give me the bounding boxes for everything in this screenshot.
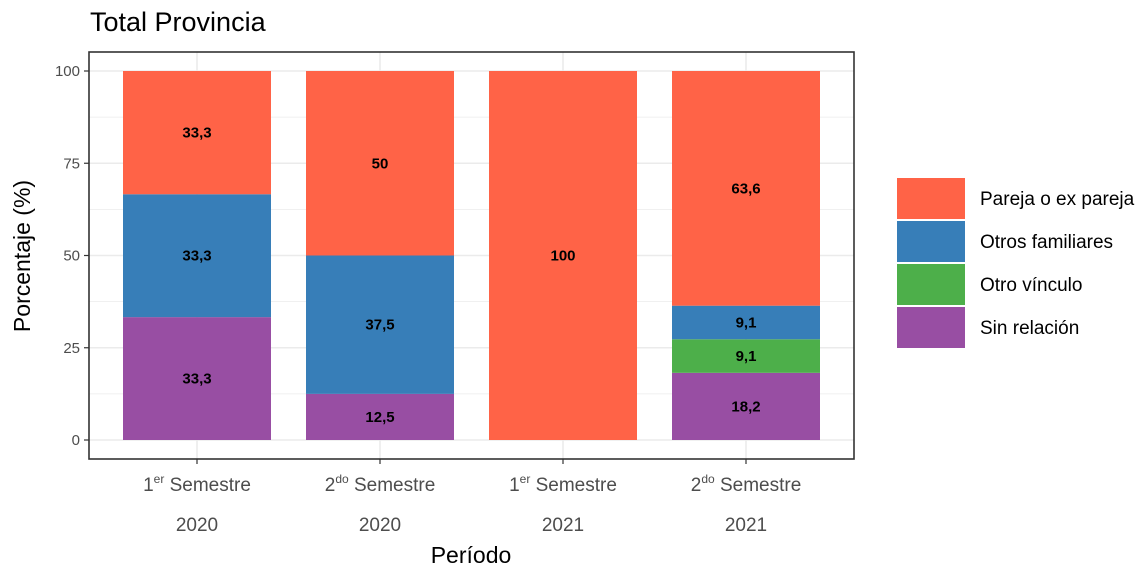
legend: Pareja o ex pareja Otros familiares Otro v… <box>897 178 1135 348</box>
legend-swatch <box>897 307 965 348</box>
legend-label: Otro vínculo <box>980 275 1082 296</box>
bar-value-label: 37,5 <box>365 317 394 334</box>
bar-value-label: 9,1 <box>736 348 757 365</box>
bar-segment <box>489 71 637 440</box>
x-tick-year-label: 2020 <box>359 515 401 536</box>
legend-label: Pareja o ex pareja <box>980 189 1135 210</box>
x-tick-label: 1er Semestre <box>143 472 251 496</box>
y-tick-label: 25 <box>63 340 80 357</box>
y-tick-label: 75 <box>63 155 80 172</box>
bar-segment <box>123 71 271 195</box>
legend-label: Otros familiares <box>980 232 1113 253</box>
x-tick-label: 2do Semestre <box>691 472 802 496</box>
bar-value-label: 33,3 <box>182 248 211 265</box>
bar-segment <box>672 339 820 373</box>
bar-segment <box>672 71 820 306</box>
bar-value-label: 33,3 <box>182 125 211 142</box>
bar-value-label: 33,3 <box>182 371 211 388</box>
bar-value-label: 63,6 <box>731 180 760 197</box>
legend-swatch <box>897 221 965 262</box>
y-tick-label: 0 <box>72 432 80 449</box>
y-tick-label: 50 <box>63 248 80 265</box>
x-tick-year-label: 2021 <box>542 515 584 536</box>
bar-segment <box>306 71 454 256</box>
y-tick-label: 100 <box>55 63 80 80</box>
bar-value-label: 12,5 <box>365 409 394 426</box>
x-tick-year-label: 2020 <box>176 515 218 536</box>
bar-segment <box>306 255 454 394</box>
x-tick-label: 1er Semestre <box>509 472 617 496</box>
bar-value-label: 18,2 <box>731 398 760 415</box>
chart-title: Total Provincia <box>90 7 267 37</box>
x-tick-label: 2do Semestre <box>325 472 436 496</box>
bar-segment <box>672 305 820 340</box>
bar-value-label: 50 <box>372 155 389 172</box>
x-tick-year-label: 2021 <box>725 515 767 536</box>
bar-value-label: 100 <box>550 248 575 265</box>
bar-segment <box>123 194 271 318</box>
legend-swatch <box>897 264 965 305</box>
plot-area: 33,3 33,3 33,3 12,5 37,5 50 100 18,2 9,1 9,1 63,6 0… <box>55 51 855 536</box>
bar-segment <box>123 317 271 440</box>
legend-label: Sin relación <box>980 318 1079 339</box>
legend-swatch <box>897 178 965 219</box>
bar-segment <box>306 393 454 440</box>
y-axis-title: Porcentaje (%) <box>9 180 35 332</box>
bar-value-label: 9,1 <box>736 314 757 331</box>
x-axis-title: Período <box>431 542 512 568</box>
bar-segment <box>672 372 820 440</box>
